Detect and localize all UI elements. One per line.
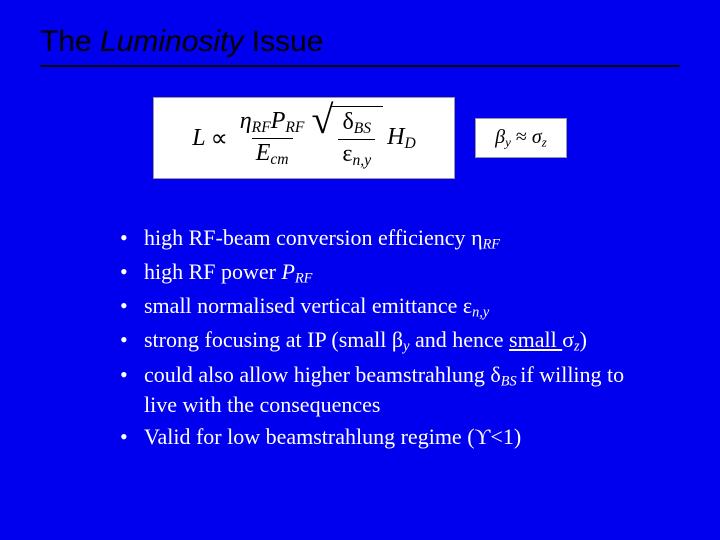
b4-close: ) (580, 327, 587, 352)
radicand: δBS εn,y (330, 106, 383, 170)
page-title: The Luminosity Issue (40, 25, 680, 59)
b3-sub: n,y (472, 305, 489, 321)
sqrt: √ δBS εn,y (311, 106, 383, 170)
b6-t1: Valid for low beamstrahlung regime ( (144, 424, 475, 449)
b5-bs: BS (501, 373, 520, 389)
b2-sub: RF (295, 271, 312, 287)
b1-sym: η (471, 225, 483, 250)
bullet-list: high RF-beam conversion efficiency ηRF h… (40, 224, 680, 452)
list-item: could also allow higher beamstrahlung δB… (120, 361, 660, 420)
list-item: strong focusing at IP (small βy and henc… (120, 326, 660, 356)
b4-t2: and hence (409, 327, 509, 352)
b4-small: small (509, 327, 562, 352)
b5-t1: could also allow higher beamstrahlung (144, 362, 490, 387)
b2-text: high RF power (144, 259, 282, 284)
luminosity-formula: L ∝ ηRFPRF Ecm √ δBS εn,y HD (153, 97, 455, 179)
slide: The Luminosity Issue L ∝ ηRFPRF Ecm √ δB… (0, 0, 720, 540)
frac-main-den: Ecm (252, 138, 293, 169)
b1-sub: RF (483, 237, 500, 253)
b2-sym: P (282, 259, 295, 284)
formula-row: L ∝ ηRFPRF Ecm √ δBS εn,y HD βy ≈ σz (40, 97, 680, 179)
list-item: Valid for low beamstrahlung regime (ϒ<1) (120, 423, 660, 452)
b3-text: small normalised vertical emittance (144, 293, 463, 318)
list-item: small normalised vertical emittance εn,y (120, 292, 660, 322)
sym-HD: HD (387, 124, 416, 153)
frac-main-num: ηRFPRF (236, 108, 309, 138)
frac-main: ηRFPRF Ecm (236, 108, 309, 169)
b5-delta: δ (490, 362, 500, 387)
beta-sigma-relation: βy ≈ σz (475, 118, 567, 158)
list-item: high RF power PRF (120, 258, 660, 288)
title-italic: Luminosity (100, 25, 243, 58)
b6-upsilon: ϒ (475, 424, 491, 449)
title-part2: Issue (243, 25, 323, 58)
frac-sqrt-num: δBS (338, 109, 375, 139)
b4-t1: strong focusing at IP (small (144, 327, 392, 352)
frac-sqrt-den: εn,y (338, 139, 375, 170)
b4-beta: β (392, 327, 403, 352)
b1-text: high RF-beam conversion efficiency (144, 225, 471, 250)
side-formula: βy ≈ σz (495, 126, 547, 150)
sym-prop: ∝ (211, 124, 228, 153)
title-rule (40, 65, 680, 67)
list-item: high RF-beam conversion efficiency ηRF (120, 224, 660, 254)
b3-sym: ε (463, 293, 472, 318)
sym-L: L (192, 125, 205, 152)
b4-sigma: σ (562, 327, 574, 352)
title-part1: The (40, 25, 100, 58)
b6-close: <1) (490, 424, 521, 449)
